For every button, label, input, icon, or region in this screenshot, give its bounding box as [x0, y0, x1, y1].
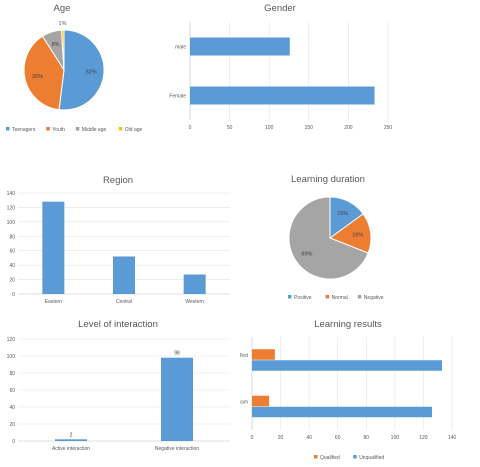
age-slice-label-1: 39%	[32, 74, 43, 80]
duration-legend-label-2: Negative	[364, 295, 384, 301]
region-ytick-label: 140	[7, 191, 16, 197]
age-legend-swatch-2	[75, 127, 80, 131]
region-bar	[183, 274, 206, 294]
duration-legend-swatch-0	[288, 295, 292, 299]
age-chart: Age 52% 39% 8% 1% Teenagers Youth Middle age Old…	[6, 3, 143, 133]
age-legend-label-2: Middle age	[82, 127, 107, 133]
age-legend-label-3: Old age	[125, 127, 143, 133]
interaction-category-label: Active interaction	[52, 446, 90, 452]
interaction-bar	[55, 439, 87, 441]
duration-slice-label-1: 16%	[352, 233, 363, 239]
gender-title: Gender	[264, 3, 296, 14]
region-ytick-label: 120	[7, 205, 16, 211]
results-legend-label-1: Unqualified	[359, 455, 384, 461]
gender-bar	[190, 86, 375, 105]
gender-xtick-label: 100	[265, 125, 274, 131]
age-slice-label-0: 52%	[86, 70, 97, 76]
age-legend-swatch-3	[118, 127, 123, 131]
age-chart-panel: Age 52% 39% 8% 1% Teenagers Youth Middle age Old…	[0, 0, 160, 150]
region-bar	[113, 256, 135, 294]
results-legend-swatch-1	[353, 455, 357, 459]
region-title: Region	[103, 175, 133, 186]
region-ytick-label: 80	[9, 234, 15, 240]
results-xtick-label: 0	[251, 435, 254, 441]
duration-chart-panel: Learning duration 15% 16% 69% Positive Normal…	[250, 165, 480, 315]
results-xtick-label: 100	[391, 435, 400, 441]
results-bar	[252, 406, 432, 418]
results-xtick-label: 140	[448, 435, 457, 441]
age-slice-3	[60, 29, 65, 71]
interaction-data-label: 2	[70, 432, 73, 438]
results-chart-panel: Learning results 0 20 40 60 80 100 120 140 Exam Te…	[235, 315, 480, 462]
duration-legend-label-0: Positive	[294, 295, 312, 301]
age-slice-label-3: 1%	[59, 21, 67, 27]
duration-legend-swatch-1	[325, 295, 330, 299]
gender-category-label: Female	[169, 94, 186, 100]
results-category-label: Test	[240, 353, 249, 359]
interaction-bar	[161, 357, 193, 441]
gender-category-label: male	[175, 45, 186, 51]
gender-chart-panel: Gender 0 50 100 150 200 250 Female male	[160, 0, 480, 150]
region-category-label: Eastern	[45, 299, 62, 305]
region-ytick-label: 0	[12, 292, 15, 298]
results-category-label: Exam	[240, 399, 248, 405]
gender-xtick-label: 50	[227, 125, 233, 131]
region-ytick-label: 100	[7, 220, 16, 226]
age-slice-label-2: 8%	[52, 42, 60, 48]
interaction-title: Level of interaction	[78, 319, 158, 330]
age-title: Age	[54, 3, 71, 14]
results-title: Learning results	[314, 319, 382, 330]
interaction-chart-panel: Level of interaction 0 20 40 60 80 100 120 Activ…	[0, 315, 240, 462]
results-xtick-label: 20	[278, 435, 284, 441]
results-xtick-label: 120	[419, 435, 428, 441]
age-legend-swatch-1	[46, 127, 50, 131]
region-chart-panel: Region 0 20 40 60 80 100 120 140 Eastern Central We…	[0, 165, 240, 315]
results-xtick-label: 40	[306, 435, 312, 441]
region-category-label: Central	[116, 299, 132, 305]
interaction-data-label: 98	[174, 351, 180, 357]
age-legend-label-1: Youth	[52, 127, 65, 133]
duration-legend-swatch-2	[357, 295, 362, 299]
results-chart: Learning results 0 20 40 60 80 100 120 140 Exam Te…	[235, 319, 457, 461]
interaction-chart: Level of interaction 0 20 40 60 80 100 120 Activ…	[7, 319, 230, 452]
gender-xtick-label: 0	[189, 125, 192, 131]
interaction-ytick-label: 120	[7, 337, 16, 343]
interaction-ytick-label: 40	[9, 405, 15, 411]
gender-chart: Gender 0 50 100 150 200 250 Female male	[169, 3, 393, 131]
duration-slice-2	[288, 196, 369, 280]
results-bar	[252, 349, 275, 360]
duration-slice-label-2: 69%	[301, 252, 312, 258]
gender-xtick-label: 200	[344, 125, 353, 131]
results-bar	[252, 360, 442, 371]
results-xtick-label: 80	[364, 435, 370, 441]
gender-bar	[190, 37, 290, 56]
duration-title: Learning duration	[291, 174, 365, 185]
interaction-category-label: Negative interaction	[155, 446, 199, 452]
region-category-label: Western	[185, 299, 204, 305]
results-xtick-label: 60	[335, 435, 341, 441]
age-legend-label-0: Teenagers	[12, 127, 36, 133]
region-chart: Region 0 20 40 60 80 100 120 140 Eastern Central We…	[7, 175, 230, 305]
region-ytick-label: 20	[9, 278, 15, 284]
age-legend-swatch-0	[6, 127, 10, 131]
age-slice-0	[58, 29, 105, 111]
interaction-ytick-label: 100	[7, 354, 16, 360]
duration-legend-label-1: Normal	[332, 295, 348, 301]
results-legend-label-0: Qualified	[320, 455, 340, 461]
region-bar	[42, 201, 65, 294]
interaction-ytick-label: 0	[12, 439, 15, 445]
results-legend-swatch-0	[314, 455, 318, 459]
region-ytick-label: 60	[9, 249, 15, 255]
interaction-ytick-label: 60	[9, 388, 15, 394]
region-ytick-label: 40	[9, 263, 15, 269]
duration-slice-label-0: 15%	[337, 211, 348, 217]
interaction-ytick-label: 20	[9, 422, 15, 428]
gender-xtick-label: 250	[384, 125, 393, 131]
gender-xtick-label: 150	[305, 125, 314, 131]
results-bar	[252, 395, 270, 407]
interaction-ytick-label: 80	[9, 371, 15, 377]
duration-chart: Learning duration 15% 16% 69% Positive Normal…	[288, 174, 384, 301]
